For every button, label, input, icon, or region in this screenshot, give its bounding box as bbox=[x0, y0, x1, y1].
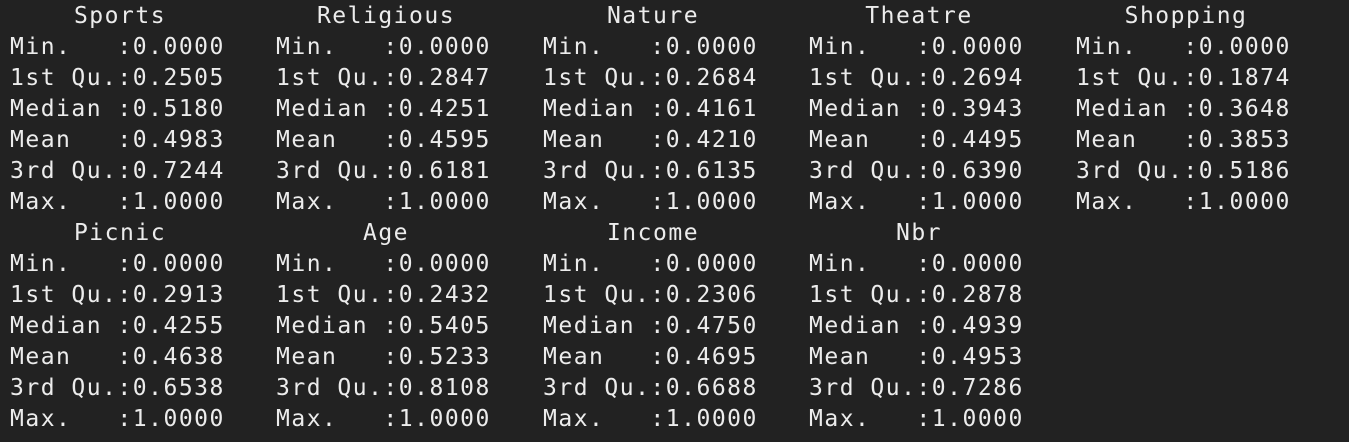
stat-cell: Max. :1.0000 bbox=[809, 406, 1024, 432]
stat-cell: 1st Qu.:0.2847 bbox=[276, 65, 491, 91]
column-header: Age bbox=[362, 220, 410, 246]
stat-cell: Min. :0.0000 bbox=[276, 251, 491, 277]
stat-cell: Median :0.4161 bbox=[543, 96, 758, 122]
stat-cell: 3rd Qu.:0.7244 bbox=[10, 158, 225, 184]
stat-cell: Mean :0.4638 bbox=[10, 344, 225, 370]
stat-cell: Mean :0.4495 bbox=[809, 127, 1024, 153]
stat-cell: 1st Qu.:0.2432 bbox=[276, 282, 491, 308]
stat-row-mean: Mean :0.4638 Mean :0.5233 Mean :0.4695 M… bbox=[10, 342, 1330, 373]
stat-cell: Mean :0.4695 bbox=[543, 344, 758, 370]
stat-cell: Max. :1.0000 bbox=[543, 406, 758, 432]
column-header: Sports bbox=[73, 3, 167, 29]
stat-cell: Mean :0.4595 bbox=[276, 127, 491, 153]
stat-cell: Mean :0.4983 bbox=[10, 127, 225, 153]
stat-row-max: Max. :1.0000 Max. :1.0000 Max. :1.0000 M… bbox=[10, 404, 1330, 435]
summary-block-1: Sports Religious Nature Theatre Shopping… bbox=[10, 1, 1330, 218]
stat-cell: Min. :0.0000 bbox=[809, 34, 1024, 60]
column-header-row: Sports Religious Nature Theatre Shopping bbox=[10, 1, 1330, 32]
stat-cell: 1st Qu.:0.2306 bbox=[543, 282, 758, 308]
stat-row-median: Median :0.5180 Median :0.4251 Median :0.… bbox=[10, 94, 1330, 125]
stat-row-1st-quartile: 1st Qu.:0.2913 1st Qu.:0.2432 1st Qu.:0.… bbox=[10, 280, 1330, 311]
stat-cell: 3rd Qu.:0.6688 bbox=[543, 375, 758, 401]
stat-cell: Max. :1.0000 bbox=[10, 406, 225, 432]
stat-cell: Min. :0.0000 bbox=[543, 251, 758, 277]
stat-cell: Median :0.5405 bbox=[276, 313, 491, 339]
stat-cell: Max. :1.0000 bbox=[543, 189, 758, 215]
stat-cell: 1st Qu.:0.1874 bbox=[1076, 65, 1291, 91]
stat-row-1st-quartile: 1st Qu.:0.2505 1st Qu.:0.2847 1st Qu.:0.… bbox=[10, 63, 1330, 94]
stat-cell: Median :0.3648 bbox=[1076, 96, 1291, 122]
stat-cell: 1st Qu.:0.2913 bbox=[10, 282, 225, 308]
stat-cell: Max. :1.0000 bbox=[1076, 189, 1291, 215]
stat-cell: Min. :0.0000 bbox=[276, 34, 491, 60]
column-header: Nbr bbox=[895, 220, 943, 246]
column-header: Shopping bbox=[1124, 3, 1248, 29]
stat-cell: Min. :0.0000 bbox=[1076, 34, 1291, 60]
column-header: Income bbox=[606, 220, 700, 246]
stat-row-3rd-quartile: 3rd Qu.:0.6538 3rd Qu.:0.8108 3rd Qu.:0.… bbox=[10, 373, 1330, 404]
column-header-row: Picnic Age Income Nbr bbox=[10, 218, 1330, 249]
stat-cell: Median :0.4255 bbox=[10, 313, 225, 339]
stat-cell: Median :0.4251 bbox=[276, 96, 491, 122]
stat-cell: Min. :0.0000 bbox=[10, 34, 225, 60]
stat-cell: 3rd Qu.:0.7286 bbox=[809, 375, 1024, 401]
stat-cell: 3rd Qu.:0.6390 bbox=[809, 158, 1024, 184]
stat-cell: 3rd Qu.:0.6135 bbox=[543, 158, 758, 184]
stat-cell: 1st Qu.:0.2505 bbox=[10, 65, 225, 91]
stat-row-3rd-quartile: 3rd Qu.:0.7244 3rd Qu.:0.6181 3rd Qu.:0.… bbox=[10, 156, 1330, 187]
stat-cell: 1st Qu.:0.2878 bbox=[809, 282, 1024, 308]
column-header: Picnic bbox=[73, 220, 167, 246]
column-header: Religious bbox=[316, 3, 456, 29]
stat-row-min: Min. :0.0000 Min. :0.0000 Min. :0.0000 M… bbox=[10, 249, 1330, 280]
stat-cell: Mean :0.4210 bbox=[543, 127, 758, 153]
stat-row-min: Min. :0.0000 Min. :0.0000 Min. :0.0000 M… bbox=[10, 32, 1330, 63]
stat-cell: Mean :0.4953 bbox=[809, 344, 1024, 370]
stat-cell: Median :0.4939 bbox=[809, 313, 1024, 339]
stat-cell: Median :0.3943 bbox=[809, 96, 1024, 122]
stat-cell: Mean :0.3853 bbox=[1076, 127, 1291, 153]
column-header: Theatre bbox=[865, 3, 973, 29]
summary-block-2: Picnic Age Income Nbr Min. :0.0000 Min. … bbox=[10, 218, 1330, 435]
stat-cell: Max. :1.0000 bbox=[10, 189, 225, 215]
stat-cell: 3rd Qu.:0.8108 bbox=[276, 375, 491, 401]
column-header: Nature bbox=[606, 3, 700, 29]
stat-cell: Mean :0.5233 bbox=[276, 344, 491, 370]
stat-cell: Max. :1.0000 bbox=[276, 406, 491, 432]
stat-row-median: Median :0.4255 Median :0.5405 Median :0.… bbox=[10, 311, 1330, 342]
stat-row-max: Max. :1.0000 Max. :1.0000 Max. :1.0000 M… bbox=[10, 187, 1330, 218]
stat-cell: Min. :0.0000 bbox=[543, 34, 758, 60]
stat-cell: Max. :1.0000 bbox=[276, 189, 491, 215]
stat-cell: 1st Qu.:0.2694 bbox=[809, 65, 1024, 91]
stat-cell: 3rd Qu.:0.5186 bbox=[1076, 158, 1291, 184]
stat-cell: Median :0.4750 bbox=[543, 313, 758, 339]
stat-cell: Median :0.5180 bbox=[10, 96, 225, 122]
stat-cell: Max. :1.0000 bbox=[809, 189, 1024, 215]
stat-cell: 1st Qu.:0.2684 bbox=[543, 65, 758, 91]
stat-row-mean: Mean :0.4983 Mean :0.4595 Mean :0.4210 M… bbox=[10, 125, 1330, 156]
stat-cell: 3rd Qu.:0.6538 bbox=[10, 375, 225, 401]
stat-cell: 3rd Qu.:0.6181 bbox=[276, 158, 491, 184]
stat-cell: Min. :0.0000 bbox=[10, 251, 225, 277]
stat-cell: Min. :0.0000 bbox=[809, 251, 1024, 277]
